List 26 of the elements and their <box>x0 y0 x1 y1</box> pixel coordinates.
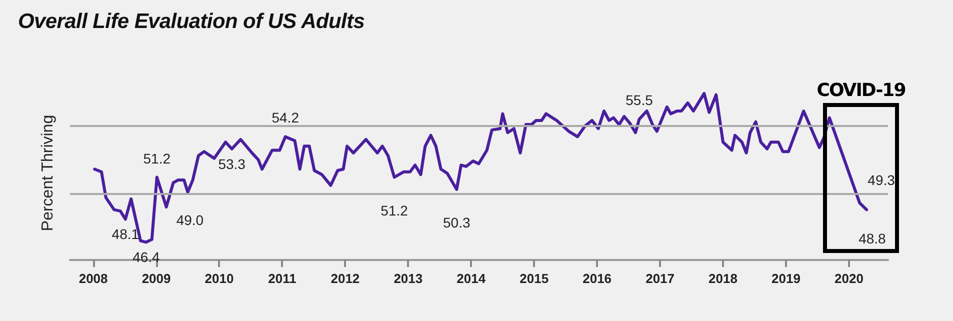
x-tick-label: 2013 <box>394 271 423 286</box>
x-tick-label: 2017 <box>646 271 675 286</box>
x-tick-label: 2016 <box>582 271 612 286</box>
x-tick-label: 2015 <box>520 271 549 286</box>
data-label: 50.3 <box>443 214 470 230</box>
data-label: 51.2 <box>380 202 408 218</box>
y-axis-title: Percent Thriving <box>40 114 56 232</box>
x-tick-label: 2009 <box>142 271 171 286</box>
x-tick-label: 2020 <box>834 271 864 286</box>
x-tick-label: 2012 <box>330 271 360 286</box>
data-label: 48.8 <box>858 230 886 247</box>
x-tick-label: 2011 <box>268 271 296 286</box>
x-tick-label: 2008 <box>78 271 108 286</box>
annotation: COVID-19 <box>816 80 906 101</box>
data-label: 49.3 <box>868 172 896 188</box>
data-label: 49.0 <box>176 212 204 228</box>
data-label: 55.5 <box>626 92 654 108</box>
x-tick-label: 2018 <box>708 271 738 286</box>
data-label: 54.2 <box>272 110 300 126</box>
x-tick-label: 2019 <box>772 271 800 286</box>
chart-title: Overall Life Evaluation of US Adults <box>18 10 365 34</box>
data-label: 46.4 <box>132 249 160 266</box>
x-tick-label: 2010 <box>204 271 234 286</box>
data-label: 51.2 <box>143 150 171 166</box>
data-label: 53.3 <box>218 156 246 172</box>
x-tick-label: 2014 <box>456 271 486 286</box>
